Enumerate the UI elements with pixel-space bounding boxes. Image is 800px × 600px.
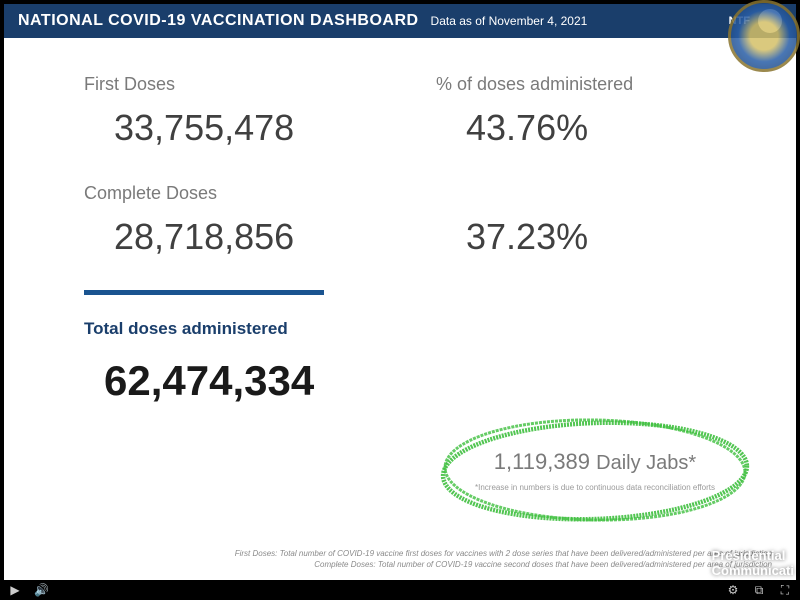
volume-icon[interactable]: 🔊 — [34, 583, 48, 597]
complete-doses-label: Complete Doses — [84, 183, 396, 204]
complete-doses-block: Complete Doses 28,718,856 — [84, 183, 396, 286]
daily-jabs-label: Daily Jabs* — [596, 452, 696, 474]
play-icon[interactable]: ▶ — [8, 583, 22, 597]
daily-jabs-line: 1,119,389 Daily Jabs* — [430, 435, 760, 475]
first-doses-block: First Doses 33,755,478 — [84, 74, 396, 177]
complete-doses-value: 28,718,856 — [84, 216, 396, 258]
controls-right: ⚙ ⧉ ⛶ — [726, 583, 792, 598]
video-frame: NATIONAL COVID-19 VACCINATION DASHBOARD … — [0, 0, 800, 600]
footnote-first-doses: First Doses: Total number of COVID-19 va… — [235, 549, 772, 559]
dashboard-panel: NATIONAL COVID-19 VACCINATION DASHBOARD … — [4, 4, 796, 580]
pct-administered-label: % of doses administered — [436, 74, 748, 95]
rtvm-seal-icon — [728, 0, 800, 72]
stats-grid: First Doses 33,755,478 % of doses admini… — [84, 74, 748, 286]
total-section: Total doses administered 62,474,334 — [84, 319, 748, 405]
pct-administered-value: 43.76% — [436, 107, 748, 149]
complete-pct-spacer — [436, 183, 748, 204]
header-bar: NATIONAL COVID-19 VACCINATION DASHBOARD … — [4, 4, 796, 38]
footnote-complete-doses: Complete Doses: Total number of COVID-19… — [235, 560, 772, 570]
watermark-text: Presidential Communicati — [712, 548, 794, 578]
daily-jabs-disclaimer: *Increase in numbers is due to continuou… — [430, 483, 760, 492]
footnotes: First Doses: Total number of COVID-19 va… — [235, 549, 772, 570]
complete-pct-value: 37.23% — [436, 216, 748, 258]
dashboard-title: NATIONAL COVID-19 VACCINATION DASHBOARD — [18, 12, 419, 30]
pct-administered-block: % of doses administered 43.76% — [436, 74, 748, 177]
complete-pct-block: 37.23% — [436, 183, 748, 286]
pip-icon[interactable]: ⧉ — [752, 583, 766, 598]
daily-jabs-block: 1,119,389 Daily Jabs* *Increase in numbe… — [430, 435, 760, 492]
first-doses-value: 33,755,478 — [84, 107, 396, 149]
header-left: NATIONAL COVID-19 VACCINATION DASHBOARD … — [18, 12, 587, 30]
content-area: First Doses 33,755,478 % of doses admini… — [4, 38, 796, 580]
video-controls: ▶ 🔊 ⚙ ⧉ ⛶ — [0, 580, 800, 600]
total-label: Total doses administered — [84, 319, 748, 339]
total-value: 62,474,334 — [84, 357, 748, 405]
fullscreen-icon[interactable]: ⛶ — [778, 583, 792, 598]
section-divider — [84, 290, 324, 295]
first-doses-label: First Doses — [84, 74, 396, 95]
daily-jabs-value: 1,119,389 — [494, 449, 590, 474]
data-as-of: Data as of November 4, 2021 — [431, 14, 588, 28]
settings-icon[interactable]: ⚙ — [726, 583, 740, 598]
